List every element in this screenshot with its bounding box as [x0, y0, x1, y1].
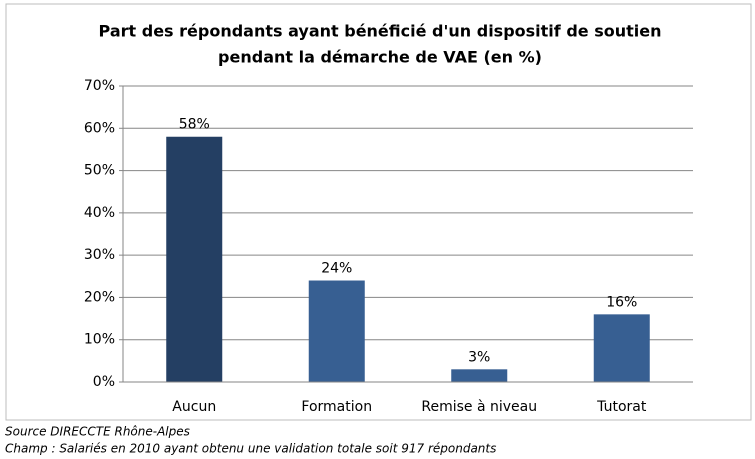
bar — [593, 314, 650, 382]
y-tick-label: 50% — [84, 163, 115, 179]
value-label: 58% — [179, 117, 210, 133]
x-tick-label: Remise à niveau — [421, 399, 537, 415]
y-tick-label: 10% — [84, 332, 115, 348]
scope-note: Champ : Salariés en 2010 ayant obtenu un… — [5, 442, 496, 456]
bar — [166, 136, 223, 382]
x-tick-label: Aucun — [172, 399, 216, 415]
y-tick-label: 70% — [84, 78, 115, 94]
value-label: 16% — [606, 294, 637, 310]
chart-title: Part des répondants ayant bénéficié d'un… — [99, 22, 662, 41]
value-label: 24% — [321, 261, 352, 277]
y-tick-label: 40% — [84, 205, 115, 221]
chart-title: pendant la démarche de VAE (en %) — [218, 48, 542, 67]
x-tick-label: Tutorat — [596, 399, 647, 415]
y-tick-label: 0% — [93, 374, 115, 390]
y-tick-label: 60% — [84, 120, 115, 136]
y-tick-label: 30% — [84, 247, 115, 263]
x-tick-label: Formation — [301, 399, 372, 415]
value-label: 3% — [468, 349, 490, 365]
source-note: Source DIRECCTE Rhône-Alpes — [5, 425, 190, 439]
bar — [308, 280, 365, 382]
bar — [451, 369, 508, 382]
y-tick-label: 20% — [84, 289, 115, 305]
